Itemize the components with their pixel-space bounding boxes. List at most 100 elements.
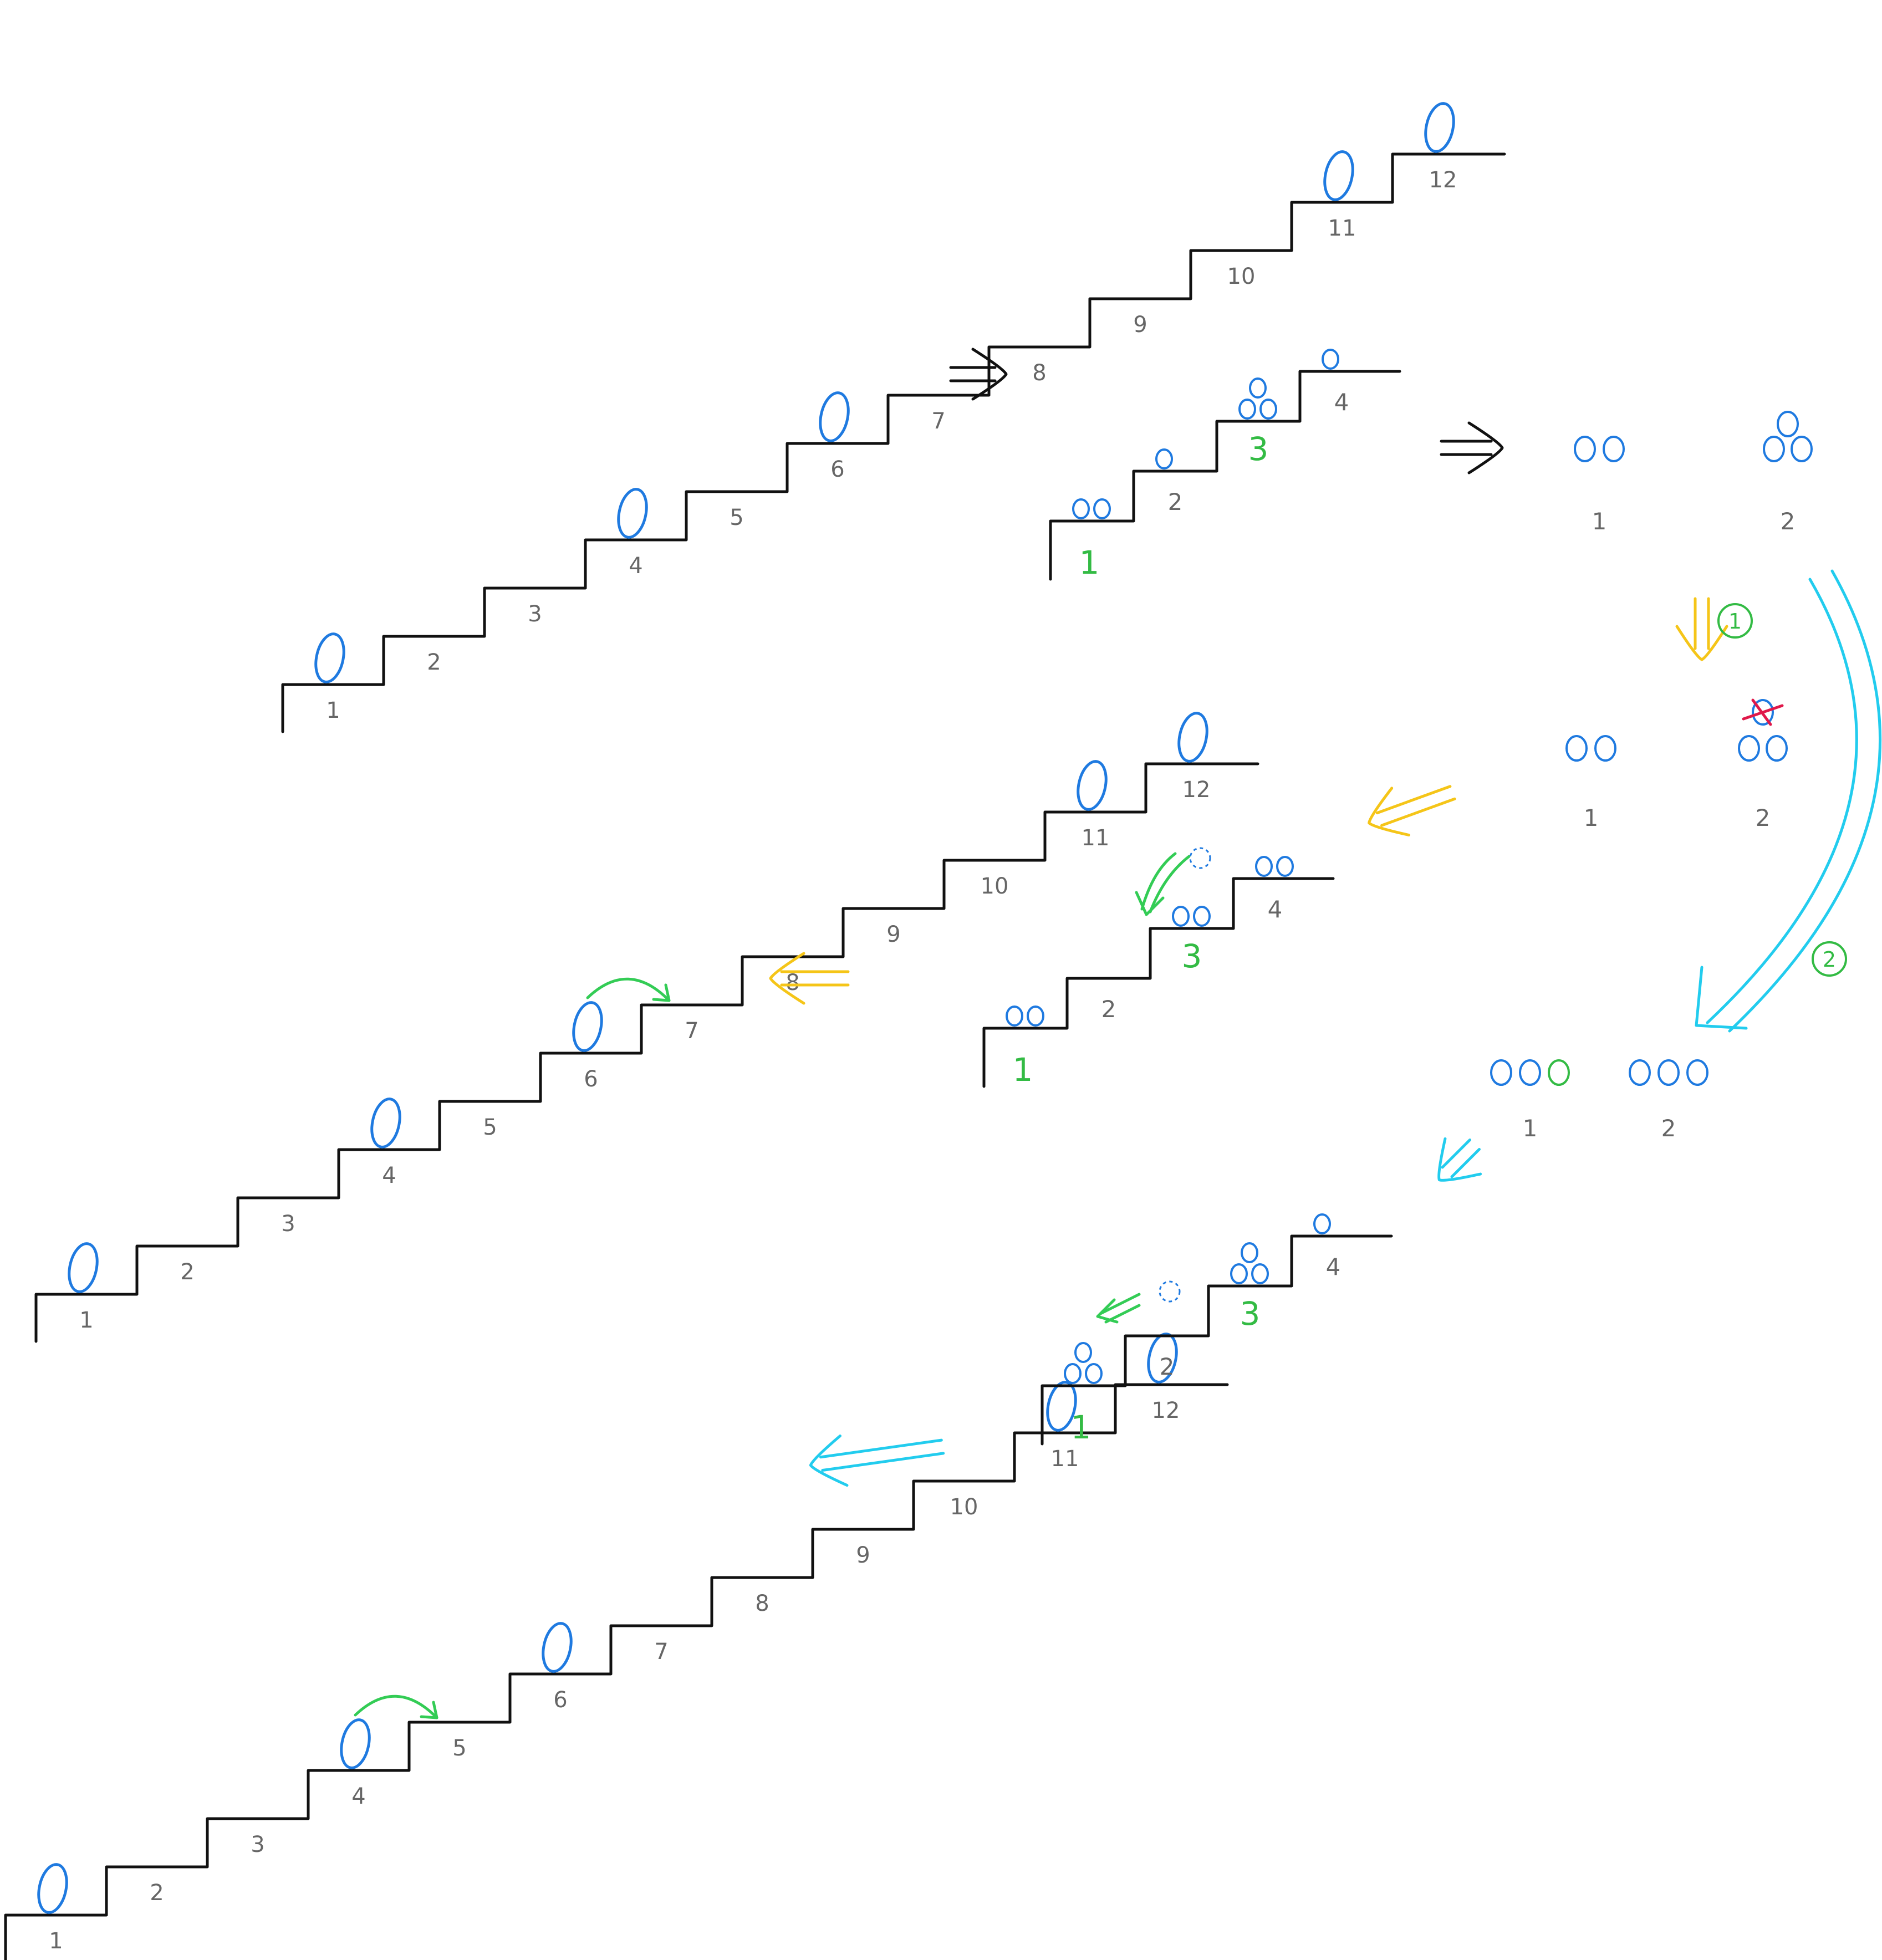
egg-step-11 (1077, 760, 1108, 811)
egg-step-4 (617, 488, 648, 539)
step-label: 6 (830, 457, 844, 482)
step-label: 10 (1227, 264, 1256, 289)
stair-outline (1049, 370, 1401, 581)
step-label: 7 (654, 1639, 668, 1665)
step-label: 8 (755, 1591, 769, 1616)
step-label: 2 (1160, 1353, 1175, 1380)
egg-step-11 (1323, 150, 1354, 201)
pebble (1791, 436, 1813, 462)
pebble (1519, 1059, 1541, 1086)
pebble (1249, 377, 1267, 399)
step-label: 3 (281, 1211, 295, 1237)
pebble (1251, 1263, 1269, 1284)
step-1-arrow (1675, 597, 1728, 661)
step-2-to-stairs-arrow (1437, 1137, 1482, 1182)
step-label: 12 (1429, 167, 1457, 193)
step-label: 7 (931, 409, 945, 434)
step-label: 1 (79, 1308, 93, 1333)
pebble (1603, 436, 1625, 462)
pebble (1155, 448, 1173, 469)
egg-step-12 (1147, 1333, 1178, 1384)
pebble (1072, 498, 1090, 519)
step-label: 11 (1082, 825, 1110, 851)
pebble (1085, 1363, 1103, 1384)
pebble (1259, 399, 1277, 420)
step-label: 4 (629, 553, 642, 579)
pebble (1313, 1213, 1331, 1234)
step-label: 5 (730, 505, 743, 530)
step-label: 11 (1328, 216, 1356, 241)
egg-step-4 (340, 1718, 371, 1769)
flow-arrows (769, 348, 1881, 1487)
step-label: 12 (1182, 777, 1211, 803)
step-label: 10 (981, 874, 1009, 899)
step-label: 4 (1326, 1253, 1341, 1280)
group-label: 1 (1592, 508, 1607, 535)
pebble (1255, 856, 1273, 877)
pebble (1574, 436, 1596, 462)
egg-step-1 (314, 632, 345, 683)
cross-mark (1742, 698, 1784, 726)
step-label: 1 (326, 698, 340, 723)
small-staircase-after-step-1: 1 2 3 4 (982, 856, 1335, 1089)
step-label: 9 (886, 922, 900, 947)
stair-outline (982, 877, 1335, 1088)
step-label: 2 (427, 650, 441, 675)
step-marker-1: 1 (1717, 603, 1753, 639)
move-arrow (586, 977, 671, 1002)
pebble (1594, 735, 1616, 762)
step-label: 7 (685, 1018, 698, 1044)
step-label: 2 (1168, 488, 1183, 515)
group-label: 1 (1523, 1115, 1538, 1142)
egg-step-6 (572, 1001, 603, 1052)
pebble (1490, 1059, 1512, 1086)
step-2-curved-arrow (1695, 569, 1881, 1033)
pebble (1565, 735, 1588, 762)
black-arrow-1 (949, 348, 1008, 401)
step-marker-label: 2 (1823, 947, 1836, 972)
step-label: 3 (251, 1832, 264, 1857)
step-label: 1 (49, 1928, 63, 1954)
egg-step-12 (1424, 102, 1455, 153)
pebble (1766, 735, 1788, 762)
step-label: 4 (1334, 389, 1349, 416)
pebble (1064, 1363, 1082, 1384)
step-label: 4 (351, 1784, 365, 1809)
move-arrow (354, 1694, 438, 1719)
step-label: 1 (1079, 544, 1100, 581)
group-label: 2 (1661, 1115, 1676, 1142)
pebble (1777, 411, 1799, 437)
stair-outline (281, 152, 1506, 733)
black-arrow-2 (1440, 421, 1504, 474)
group-label: 2 (1781, 508, 1796, 535)
step-label: 9 (856, 1543, 870, 1568)
stair-outline (4, 1383, 1229, 1960)
pebble-groups: 1 21 21 2 (1490, 411, 1813, 1142)
step-label: 4 (382, 1163, 396, 1188)
small-staircase-initial: 1 2 3 4 (1049, 349, 1401, 581)
step-1-to-stairs-arrow (1368, 785, 1456, 836)
step-label: 5 (483, 1115, 497, 1140)
pebble (1230, 1263, 1248, 1284)
small-move-arrows (1096, 847, 1211, 1324)
step-label: 11 (1051, 1446, 1079, 1472)
egg-step-4 (370, 1098, 401, 1149)
step-label: 2 (1101, 996, 1116, 1023)
egg-step-1 (37, 1863, 68, 1914)
pebble (1238, 399, 1256, 420)
ghost-pebble (1159, 1280, 1181, 1303)
step-label: 2 (180, 1259, 194, 1285)
pebble (1629, 1059, 1651, 1086)
pebble (1752, 699, 1774, 726)
pebble (1172, 906, 1190, 927)
step-marker-label: 1 (1728, 609, 1742, 634)
step-1-to-big-arrow (769, 952, 850, 1005)
pebble (1093, 498, 1111, 519)
